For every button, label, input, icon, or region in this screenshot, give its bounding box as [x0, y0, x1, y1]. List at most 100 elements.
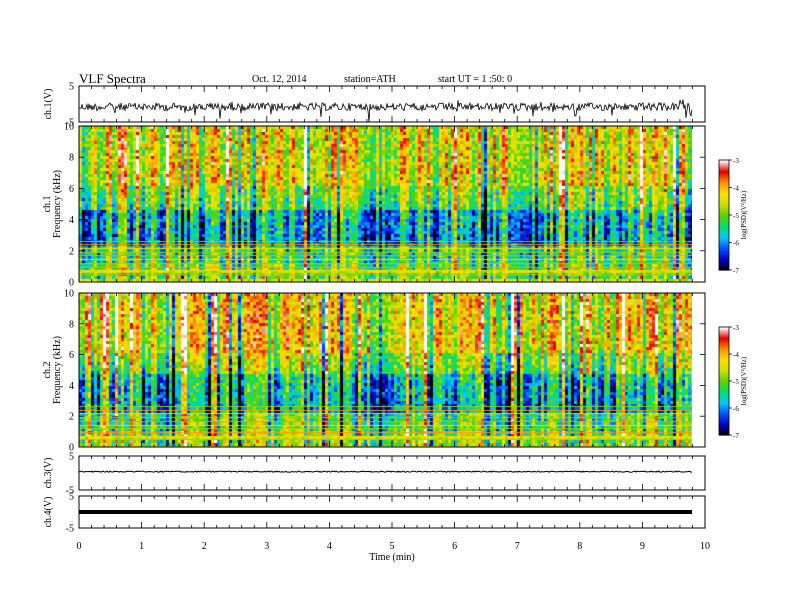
colorbar-segment — [719, 371, 729, 374]
colorbar-segment — [719, 426, 729, 429]
colorbar-segment — [719, 418, 729, 421]
colorbar-segment — [719, 382, 729, 385]
colorbar-segment — [719, 360, 729, 363]
colorbar-segment — [719, 352, 729, 355]
colorbar-segment — [719, 248, 729, 250]
colorbar-segment — [719, 261, 729, 264]
colorbar-segment — [719, 190, 729, 193]
y-tick-label: 4 — [69, 381, 74, 392]
colorbar-segment — [719, 379, 729, 382]
colorbar-segment — [719, 193, 729, 195]
colorbar-tick-label: -5 — [733, 378, 739, 386]
colorbar-segment — [719, 191, 729, 194]
colorbar-segment — [719, 327, 729, 329]
colorbar-segment — [719, 212, 729, 215]
colorbar-tick-label: -6 — [733, 240, 739, 248]
colorbar-segment — [719, 239, 729, 242]
colorbar-segment — [719, 230, 729, 233]
y-tick-label: 0 — [69, 278, 74, 289]
colorbar-segment — [719, 184, 729, 187]
y-tick-label: 6 — [69, 184, 74, 195]
colorbar-segment — [719, 363, 729, 366]
colorbar-segment — [719, 376, 729, 379]
colorbar-segment — [719, 414, 729, 417]
y-tick-label: 5 — [69, 452, 74, 463]
colorbar-tick-label: -3 — [733, 324, 739, 332]
colorbar-tick-label: -4 — [733, 351, 739, 359]
colorbar-tick-label: -5 — [733, 212, 739, 220]
colorbar-segment — [719, 339, 729, 342]
colorbar-segment — [719, 394, 729, 397]
colorbar-segment — [719, 227, 729, 230]
x-tick-label: 5 — [390, 541, 395, 552]
colorbar-segment — [719, 173, 729, 176]
colorbar-segment — [719, 241, 729, 244]
colorbar-segment — [719, 215, 729, 217]
colorbar-segment — [719, 355, 729, 358]
colorbar-segment — [719, 265, 729, 268]
colorbar-segment — [719, 428, 729, 431]
colorbar-segment — [719, 367, 729, 370]
colorbar-segment — [719, 406, 729, 409]
colorbar-segment — [719, 359, 729, 362]
waveform-line-0 — [78, 99, 693, 123]
x-tick-label: 2 — [202, 541, 207, 552]
colorbar-segment — [719, 177, 729, 180]
x-tick-label: 4 — [327, 541, 332, 552]
colorbar-segment — [719, 362, 729, 365]
colorbar-segment — [719, 340, 729, 343]
colorbar-segment — [719, 422, 729, 425]
colorbar-segment — [719, 398, 729, 401]
colorbar-segment — [719, 425, 729, 428]
colorbar-segment — [719, 180, 729, 183]
colorbar-segment — [719, 199, 729, 202]
colorbar-label-2: log(PSD)(V²/Hz) — [740, 356, 748, 405]
y-tick-label: 6 — [69, 350, 74, 361]
colorbar-segment — [719, 358, 729, 360]
colorbar-segment — [719, 175, 729, 178]
colorbar-segment — [719, 343, 729, 346]
colorbar-segment — [719, 349, 729, 352]
colorbar-segment — [719, 401, 729, 404]
colorbar-segment — [719, 344, 729, 347]
y-axis-label-line: Frequency (kHz) — [52, 336, 63, 404]
colorbar-segment — [719, 416, 729, 419]
colorbar-segment — [719, 165, 729, 168]
x-tick-label: 3 — [264, 541, 269, 552]
y-tick-label: -5 — [66, 118, 74, 129]
y-axis-label-3: ch.3(V) — [43, 458, 54, 489]
colorbar-segment — [719, 429, 729, 432]
colorbar-segment — [719, 410, 729, 413]
colorbar-segment — [719, 234, 729, 237]
colorbar-segment — [719, 210, 729, 213]
colorbar-segment — [719, 232, 729, 235]
colorbar-segment — [719, 432, 729, 435]
colorbar-segment — [719, 424, 729, 427]
colorbar-segment — [719, 354, 729, 356]
y-tick-label: 5 — [69, 82, 74, 93]
colorbar-segment — [719, 403, 729, 406]
colorbar-segment — [719, 420, 729, 423]
colorbar-segment — [719, 201, 729, 204]
colorbar-segment — [719, 408, 729, 410]
colorbar-segment — [719, 328, 729, 331]
x-axis-label: Time (min) — [369, 552, 414, 563]
colorbar-segment — [719, 231, 729, 234]
colorbar-label-1: log(PSD)(V²/Hz) — [740, 190, 748, 239]
colorbar-segment — [719, 395, 729, 398]
colorbar-segment — [719, 208, 729, 211]
colorbar-segment — [719, 386, 729, 389]
colorbar-segment — [719, 226, 729, 228]
y-tick-label: 5 — [69, 492, 74, 503]
colorbar-segment — [719, 176, 729, 179]
colorbar-tick-label: -6 — [733, 405, 739, 413]
colorbar-segment — [719, 168, 729, 171]
colorbar-segment — [719, 409, 729, 412]
colorbar-segment — [719, 166, 729, 169]
colorbar-segment — [719, 198, 729, 201]
colorbar-segment — [719, 209, 729, 212]
x-tick-label: 6 — [452, 541, 457, 552]
colorbar-segment — [719, 364, 729, 367]
start-time-label: start UT = 1 :50: 0 — [438, 74, 513, 85]
